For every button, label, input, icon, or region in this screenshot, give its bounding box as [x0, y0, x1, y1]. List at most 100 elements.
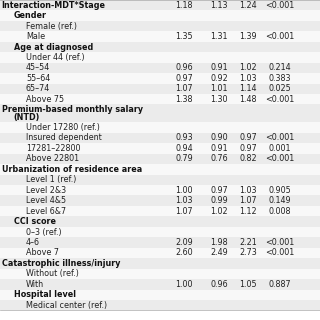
Text: Hospital level: Hospital level — [14, 290, 76, 299]
Text: Gender: Gender — [14, 11, 47, 20]
Text: <0.001: <0.001 — [265, 248, 295, 257]
Text: Female (ref.): Female (ref.) — [26, 22, 77, 31]
Text: 2.60: 2.60 — [175, 248, 193, 257]
Text: 0.97: 0.97 — [210, 186, 228, 195]
Text: 0.94: 0.94 — [175, 144, 193, 153]
Text: 1.12: 1.12 — [239, 207, 257, 216]
Text: Above 7: Above 7 — [26, 248, 59, 257]
Bar — [0, 164, 320, 174]
Text: Premium-based monthly salary: Premium-based monthly salary — [2, 105, 143, 114]
Text: 0.90: 0.90 — [210, 133, 228, 142]
Text: 45–54: 45–54 — [26, 63, 50, 72]
Bar — [0, 174, 320, 185]
Bar — [0, 237, 320, 248]
Text: 1.05: 1.05 — [239, 280, 257, 289]
Text: 1.02: 1.02 — [210, 207, 228, 216]
Bar — [0, 300, 320, 310]
Bar — [0, 185, 320, 196]
Text: 1.31: 1.31 — [211, 32, 228, 41]
Text: 65–74: 65–74 — [26, 84, 50, 93]
Text: <0.001: <0.001 — [265, 133, 295, 142]
Text: 0.97: 0.97 — [239, 144, 257, 153]
Text: 0.91: 0.91 — [210, 144, 228, 153]
Text: Male: Male — [26, 32, 45, 41]
Bar — [0, 21, 320, 31]
Text: 0–3 (ref.): 0–3 (ref.) — [26, 228, 61, 236]
Text: 2.49: 2.49 — [210, 248, 228, 257]
Text: <0.001: <0.001 — [265, 1, 295, 10]
Bar — [0, 84, 320, 94]
Text: Above 22801: Above 22801 — [26, 154, 79, 164]
Text: 0.383: 0.383 — [269, 74, 291, 83]
Text: Above 75: Above 75 — [26, 95, 64, 104]
Text: 0.91: 0.91 — [210, 63, 228, 72]
Text: 2.21: 2.21 — [239, 238, 257, 247]
Text: 1.24: 1.24 — [239, 1, 257, 10]
Text: 2.09: 2.09 — [175, 238, 193, 247]
Text: <0.001: <0.001 — [265, 95, 295, 104]
Bar — [0, 279, 320, 290]
Text: 0.82: 0.82 — [239, 154, 257, 164]
Text: 0.92: 0.92 — [210, 74, 228, 83]
Text: <0.001: <0.001 — [265, 238, 295, 247]
Text: 0.97: 0.97 — [175, 74, 193, 83]
Bar — [0, 11, 320, 21]
Text: Insured dependent: Insured dependent — [26, 133, 102, 142]
Text: 0.93: 0.93 — [175, 133, 193, 142]
Text: Level 6&7: Level 6&7 — [26, 207, 66, 216]
Text: 17281–22800: 17281–22800 — [26, 144, 80, 153]
Bar — [0, 73, 320, 84]
Text: 0.99: 0.99 — [210, 196, 228, 205]
Text: 1.07: 1.07 — [175, 207, 193, 216]
Bar — [0, 268, 320, 279]
Text: Without (ref.): Without (ref.) — [26, 269, 79, 278]
Text: 0.96: 0.96 — [175, 63, 193, 72]
Bar — [0, 105, 320, 122]
Text: 1.13: 1.13 — [211, 1, 228, 10]
Bar — [0, 290, 320, 300]
Bar — [0, 154, 320, 164]
Text: (NTD): (NTD) — [14, 113, 40, 122]
Text: 1.35: 1.35 — [175, 32, 193, 41]
Text: 0.214: 0.214 — [269, 63, 291, 72]
Text: Level 2&3: Level 2&3 — [26, 186, 66, 195]
Text: 1.01: 1.01 — [211, 84, 228, 93]
Bar — [0, 227, 320, 237]
Bar — [0, 63, 320, 73]
Bar — [0, 258, 320, 268]
Text: 1.00: 1.00 — [175, 186, 193, 195]
Bar — [0, 0, 320, 11]
Text: 1.39: 1.39 — [239, 32, 257, 41]
Text: 1.00: 1.00 — [175, 280, 193, 289]
Text: 0.76: 0.76 — [210, 154, 228, 164]
Bar — [0, 196, 320, 206]
Text: 1.30: 1.30 — [211, 95, 228, 104]
Text: With: With — [26, 280, 44, 289]
Text: <0.001: <0.001 — [265, 154, 295, 164]
Text: 0.887: 0.887 — [269, 280, 291, 289]
Text: 1.14: 1.14 — [239, 84, 257, 93]
Text: 0.79: 0.79 — [175, 154, 193, 164]
Bar — [0, 206, 320, 216]
Bar — [0, 216, 320, 227]
Bar — [0, 133, 320, 143]
Text: 0.008: 0.008 — [269, 207, 291, 216]
Text: 1.03: 1.03 — [175, 196, 193, 205]
Text: Urbanization of residence area: Urbanization of residence area — [2, 165, 142, 174]
Bar — [0, 52, 320, 63]
Text: 1.07: 1.07 — [239, 196, 257, 205]
Bar — [0, 31, 320, 42]
Text: 1.98: 1.98 — [210, 238, 228, 247]
Text: 1.03: 1.03 — [239, 186, 257, 195]
Text: Catastrophic illness/injury: Catastrophic illness/injury — [2, 259, 120, 268]
Text: 2.73: 2.73 — [239, 248, 257, 257]
Text: 0.149: 0.149 — [269, 196, 291, 205]
Bar — [0, 94, 320, 105]
Text: 1.48: 1.48 — [239, 95, 257, 104]
Text: 1.07: 1.07 — [175, 84, 193, 93]
Text: CCI score: CCI score — [14, 217, 56, 226]
Text: Under 17280 (ref.): Under 17280 (ref.) — [26, 123, 100, 132]
Text: 1.03: 1.03 — [239, 74, 257, 83]
Bar — [0, 122, 320, 133]
Text: 1.02: 1.02 — [239, 63, 257, 72]
